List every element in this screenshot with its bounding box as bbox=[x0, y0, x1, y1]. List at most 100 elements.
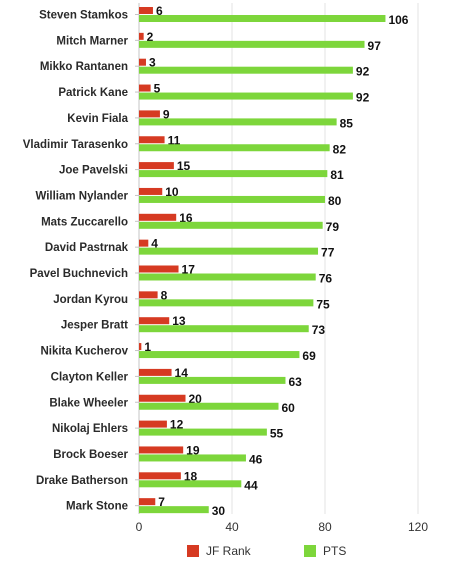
x-tick-label: 40 bbox=[225, 520, 239, 534]
bar-pts bbox=[139, 221, 323, 229]
bar-pts bbox=[139, 118, 337, 126]
bar-jf-rank bbox=[139, 187, 163, 195]
bar-pts bbox=[139, 506, 209, 514]
category-label: Mark Stone bbox=[66, 501, 128, 513]
bar-pts bbox=[139, 273, 316, 281]
legend-label: JF Rank bbox=[206, 544, 252, 558]
bar-jf-rank bbox=[139, 136, 165, 144]
category-label: Kevin Fiala bbox=[67, 113, 128, 125]
category-label: Nikolaj Ehlers bbox=[52, 423, 128, 435]
bar-jf-rank bbox=[139, 265, 179, 273]
data-label-jf-rank: 2 bbox=[147, 30, 154, 44]
bar-jf-rank bbox=[139, 162, 174, 170]
bar-pts bbox=[139, 144, 330, 152]
data-label-pts: 106 bbox=[388, 13, 408, 27]
category-label: Clayton Keller bbox=[51, 371, 129, 383]
data-label-jf-rank: 1 bbox=[144, 340, 151, 354]
data-label-pts: 63 bbox=[288, 375, 302, 389]
bar-pts bbox=[139, 454, 246, 462]
data-label-jf-rank: 4 bbox=[151, 237, 158, 251]
data-label-pts: 73 bbox=[312, 323, 326, 337]
category-label: Brock Boeser bbox=[53, 449, 128, 461]
data-label-jf-rank: 3 bbox=[149, 56, 156, 70]
x-tick-label: 80 bbox=[318, 520, 332, 534]
data-label-jf-rank: 9 bbox=[163, 107, 170, 121]
legend-label: PTS bbox=[323, 544, 346, 558]
bar-pts bbox=[139, 40, 365, 48]
bar-pts bbox=[139, 15, 386, 22]
bar-pts bbox=[139, 170, 328, 178]
bar-jf-rank bbox=[139, 110, 160, 118]
category-label: William Nylander bbox=[35, 190, 128, 202]
data-label-jf-rank: 6 bbox=[156, 4, 163, 18]
category-label: Patrick Kane bbox=[58, 87, 128, 99]
bar-pts bbox=[139, 66, 353, 74]
bar-jf-rank bbox=[139, 239, 149, 247]
data-label-pts: 80 bbox=[328, 194, 342, 208]
category-label: David Pastrnak bbox=[45, 242, 129, 254]
bar-pts bbox=[139, 247, 319, 255]
data-label-pts: 69 bbox=[302, 349, 316, 363]
data-label-jf-rank: 15 bbox=[177, 159, 191, 173]
category-label: Mikko Rantanen bbox=[40, 61, 128, 73]
category-label: Pavel Buchnevich bbox=[30, 268, 128, 280]
category-label: Nikita Kucherov bbox=[40, 346, 128, 358]
data-label-jf-rank: 8 bbox=[161, 288, 168, 302]
bar-pts bbox=[139, 195, 325, 203]
category-label: Drake Batherson bbox=[36, 475, 128, 487]
bar-pts bbox=[139, 325, 309, 333]
bar-pts bbox=[139, 428, 267, 436]
data-label-jf-rank: 7 bbox=[158, 495, 165, 509]
bar-jf-rank bbox=[139, 394, 186, 402]
bar-jf-rank bbox=[139, 498, 156, 506]
x-tick-label: 0 bbox=[136, 520, 143, 534]
data-label-jf-rank: 13 bbox=[172, 314, 186, 328]
bar-pts bbox=[139, 351, 300, 359]
legend-swatch bbox=[304, 545, 316, 557]
data-label-pts: 97 bbox=[368, 39, 382, 53]
data-label-jf-rank: 5 bbox=[154, 82, 161, 96]
data-label-pts: 77 bbox=[321, 246, 335, 260]
bar-pts bbox=[139, 299, 314, 307]
x-tick-label: 120 bbox=[408, 520, 428, 534]
category-label: Mats Zuccarello bbox=[41, 216, 128, 228]
category-label: Vladimir Tarasenko bbox=[23, 139, 128, 151]
data-label-pts: 44 bbox=[244, 478, 258, 492]
data-label-jf-rank: 20 bbox=[189, 392, 203, 406]
data-label-pts: 92 bbox=[356, 65, 370, 79]
bar-jf-rank bbox=[139, 7, 153, 14]
data-label-pts: 76 bbox=[319, 272, 333, 286]
data-label-jf-rank: 11 bbox=[168, 133, 181, 147]
data-label-pts: 79 bbox=[326, 220, 340, 234]
bar-jf-rank bbox=[139, 368, 172, 376]
bar-jf-rank bbox=[139, 420, 167, 428]
data-label-pts: 81 bbox=[330, 168, 344, 182]
data-label-jf-rank: 16 bbox=[179, 211, 193, 225]
data-label-jf-rank: 12 bbox=[170, 418, 184, 432]
category-label: Jesper Bratt bbox=[61, 320, 128, 332]
data-label-pts: 55 bbox=[270, 427, 284, 441]
data-label-jf-rank: 14 bbox=[175, 366, 189, 380]
bar-jf-rank bbox=[139, 32, 144, 40]
data-label-jf-rank: 17 bbox=[182, 263, 196, 277]
bar-jf-rank bbox=[139, 343, 142, 351]
bar-pts bbox=[139, 402, 279, 410]
bar-jf-rank bbox=[139, 317, 170, 325]
legend-swatch bbox=[187, 545, 199, 557]
bar-jf-rank bbox=[139, 472, 181, 480]
category-label: Blake Wheeler bbox=[49, 397, 128, 409]
category-label: Joe Pavelski bbox=[59, 165, 128, 177]
bar-jf-rank bbox=[139, 291, 158, 299]
data-label-pts: 82 bbox=[333, 142, 347, 156]
data-label-jf-rank: 18 bbox=[184, 469, 198, 483]
data-label-pts: 75 bbox=[316, 297, 330, 311]
data-label-pts: 60 bbox=[282, 401, 296, 415]
bar-pts bbox=[139, 92, 353, 100]
data-label-pts: 46 bbox=[249, 452, 263, 466]
bar-pts bbox=[139, 480, 242, 488]
category-label: Mitch Marner bbox=[56, 35, 128, 47]
bar-jf-rank bbox=[139, 84, 151, 92]
data-label-jf-rank: 10 bbox=[165, 185, 179, 199]
bar-jf-rank bbox=[139, 446, 184, 454]
category-label: Jordan Kyrou bbox=[53, 294, 128, 306]
